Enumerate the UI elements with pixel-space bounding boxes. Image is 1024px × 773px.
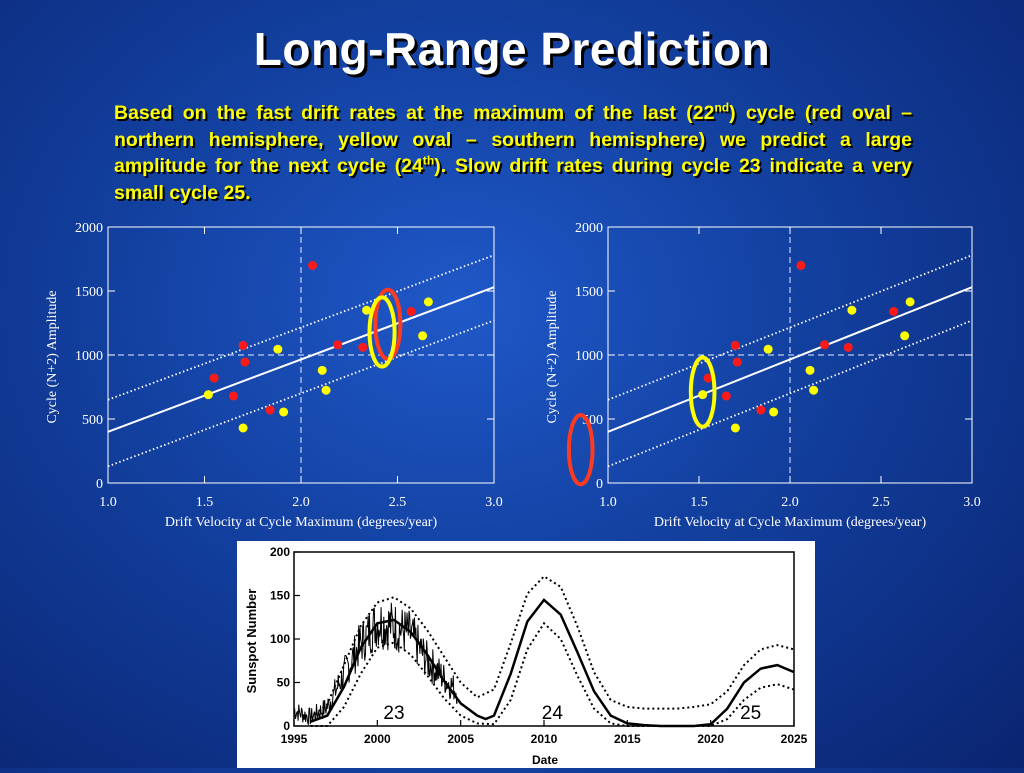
y-tick-label: 0 [596, 477, 603, 492]
northern-hemisphere-point [721, 391, 731, 401]
northern-hemisphere-point [703, 373, 713, 383]
x-tick-label: 2.0 [292, 495, 310, 510]
northern-hemisphere-point [238, 340, 248, 350]
superscript-th: th [422, 153, 435, 168]
northern-hemisphere-point [732, 357, 742, 367]
y-tick-label: 150 [270, 589, 290, 603]
northern-hemisphere-point [228, 391, 238, 401]
y-tick-label: 2000 [75, 221, 103, 236]
x-tick-label: 3.0 [485, 495, 503, 510]
y-tick-label: 0 [96, 477, 103, 492]
x-tick-label: 2005 [447, 732, 474, 746]
cycle-label: 23 [383, 703, 404, 724]
southern-hemisphere-point [900, 331, 910, 341]
y-tick-label: 50 [277, 676, 291, 690]
x-tick-label: 1.0 [99, 495, 117, 510]
x-tick-label: 1995 [281, 732, 308, 746]
northern-hemisphere-point [209, 373, 219, 383]
x-tick-label: 1.5 [690, 495, 708, 510]
southern-hemisphere-point [698, 390, 708, 400]
southern-hemisphere-point [763, 344, 773, 354]
oval-yellow-marker [688, 355, 717, 429]
y-tick-label: 1000 [575, 349, 603, 364]
sunspot-prediction-chart: Sunspot Number Date 1995 2000 2005 2010 2015… [244, 545, 808, 767]
northern-hemisphere-point [333, 340, 343, 350]
northern-hemisphere-point [265, 405, 275, 415]
northern-hemisphere-point [889, 306, 899, 316]
southern-hemisphere-point [905, 297, 915, 307]
y-tick-label: 1500 [75, 285, 103, 300]
description-part-1: Based on the fast drift rates at the max… [114, 102, 715, 124]
x-tick-label: 2015 [614, 732, 641, 746]
southern-hemisphere-point [362, 305, 372, 315]
southern-hemisphere-point [321, 385, 331, 395]
x-tick-label: 2025 [781, 732, 808, 746]
northern-hemisphere-point [406, 306, 416, 316]
y-axis-label: Sunspot Number [244, 589, 259, 694]
y-axis-label: Cycle (N+2) Amplitude [545, 290, 560, 423]
y-tick-label: 0 [283, 719, 290, 733]
x-axis-label: Drift Velocity at Cycle Maximum (degrees… [654, 515, 927, 530]
sunspot-chart-panel: Sunspot Number Date 1995 2000 2005 2010 2015… [237, 541, 815, 768]
y-tick-label: 1500 [575, 285, 603, 300]
x-tick-label: 1.0 [599, 495, 617, 510]
northern-hemisphere-point [730, 340, 740, 350]
southern-hemisphere-point [238, 423, 248, 433]
lower-bound-line [310, 621, 795, 727]
x-tick-label: 2000 [364, 732, 391, 746]
x-tick-label: 2.5 [872, 495, 890, 510]
slide-description: Based on the fast drift rates at the max… [114, 100, 912, 206]
confidence-band-lower [607, 319, 973, 468]
x-tick-label: 2.0 [781, 495, 799, 510]
observed-sunspot-line [293, 602, 458, 725]
scatter-plot-left: Cycle (N+2) Amplitude Drift Velocity at … [45, 221, 503, 530]
northern-hemisphere-point [358, 342, 368, 352]
southern-hemisphere-point [203, 390, 213, 400]
northern-hemisphere-point [756, 405, 766, 415]
y-tick-label: 500 [82, 413, 103, 428]
northern-hemisphere-point [843, 342, 853, 352]
x-tick-label: 2010 [531, 732, 558, 746]
northern-hemisphere-point [308, 260, 318, 270]
y-tick-label: 100 [270, 632, 290, 646]
cycle-label: 24 [542, 703, 564, 724]
cycle-label: 25 [740, 703, 761, 724]
northern-hemisphere-point [796, 260, 806, 270]
southern-hemisphere-point [273, 344, 283, 354]
confidence-band-lower [107, 319, 495, 468]
southern-hemisphere-point [418, 331, 428, 341]
southern-hemisphere-point [423, 297, 433, 307]
x-tick-label: 2.5 [389, 495, 407, 510]
oval-red-marker [566, 413, 595, 487]
confidence-band-upper [607, 254, 973, 401]
x-tick-label: 2020 [697, 732, 724, 746]
superscript-nd: nd [714, 100, 730, 115]
southern-hemisphere-point [805, 365, 815, 375]
southern-hemisphere-point [317, 365, 327, 375]
slide-title: Long-Range Prediction [253, 23, 771, 75]
x-tick-label: 1.5 [196, 495, 214, 510]
prediction-line [310, 598, 795, 728]
fit-line [107, 286, 495, 433]
oval-yellow-marker [367, 295, 397, 369]
southern-hemisphere-point [279, 407, 289, 417]
confidence-band-upper [107, 254, 495, 401]
scatter-plot-right: Cycle (N+2) Amplitude Drift Velocity at … [545, 221, 981, 530]
y-tick-label: 2000 [575, 221, 603, 236]
description-part-2: ) cycle (red oval – northern hemisphere,… [114, 102, 912, 177]
southern-hemisphere-point [847, 305, 857, 315]
x-axis-label: Date [532, 753, 558, 767]
fit-line [607, 286, 973, 433]
x-tick-label: 3.0 [963, 495, 981, 510]
y-tick-label: 200 [270, 545, 290, 559]
southern-hemisphere-point [769, 407, 779, 417]
y-axis-label: Cycle (N+2) Amplitude [45, 290, 60, 423]
description-part-3: ). Slow drift rates during cycle 23 indi… [114, 155, 912, 204]
northern-hemisphere-point [820, 340, 830, 350]
y-tick-label: 1000 [75, 349, 103, 364]
southern-hemisphere-point [809, 385, 819, 395]
x-axis-label: Drift Velocity at Cycle Maximum (degrees… [165, 515, 438, 530]
northern-hemisphere-point [240, 357, 250, 367]
southern-hemisphere-point [730, 423, 740, 433]
